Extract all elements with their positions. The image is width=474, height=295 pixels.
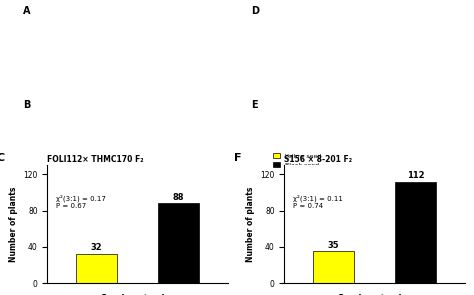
Text: 112: 112 <box>407 171 424 180</box>
X-axis label: Seed coat color: Seed coat color <box>100 294 174 295</box>
Y-axis label: Number of plants: Number of plants <box>246 186 255 262</box>
Text: 88: 88 <box>173 193 184 201</box>
Text: B: B <box>23 100 31 110</box>
Text: S156: S156 <box>282 26 297 31</box>
Bar <box>395 181 436 283</box>
Text: F: F <box>234 153 241 163</box>
Text: 32: 32 <box>91 243 102 252</box>
Y-axis label: Number of plants: Number of plants <box>9 186 18 262</box>
Text: D: D <box>251 6 259 16</box>
Text: FOLI112 × THMC170 F₁: FOLI112 × THMC170 F₁ <box>27 121 91 126</box>
Text: χ²(3:1) = 0.11
P = 0.74: χ²(3:1) = 0.11 P = 0.74 <box>293 195 343 209</box>
Text: A: A <box>23 6 31 16</box>
Bar <box>313 251 354 283</box>
Text: FOLI112: FOLI112 <box>67 26 93 31</box>
Bar <box>76 254 117 283</box>
Text: S156 × 8-201 F₂: S156 × 8-201 F₂ <box>284 155 353 164</box>
Text: χ²(3:1) = 0.17
P = 0.67: χ²(3:1) = 0.17 P = 0.67 <box>56 195 106 209</box>
Text: 35: 35 <box>328 241 339 250</box>
Bar <box>158 203 199 283</box>
Text: E: E <box>251 100 257 110</box>
Text: S156 × 8-201 F₁: S156 × 8-201 F₁ <box>255 121 301 126</box>
Text: THMC170: THMC170 <box>54 67 84 72</box>
Text: 8-201: 8-201 <box>277 67 295 72</box>
Legend: Yellow seed, Black seed: Yellow seed, Black seed <box>271 151 323 170</box>
Text: C: C <box>0 153 5 163</box>
X-axis label: Seed coat color: Seed coat color <box>337 294 411 295</box>
Text: FOLI112× THMC170 F₂: FOLI112× THMC170 F₂ <box>47 155 144 164</box>
